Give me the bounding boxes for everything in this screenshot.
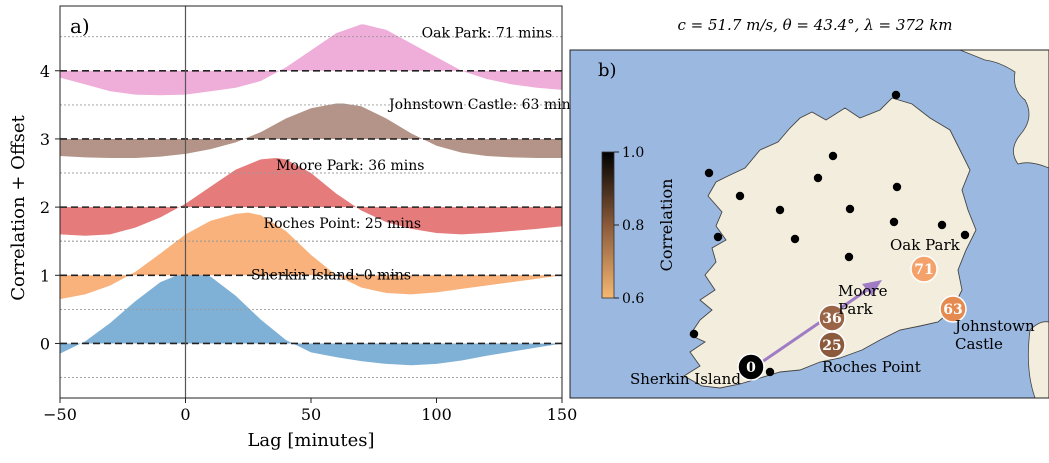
ireland-land	[683, 49, 1049, 399]
series-label-3: Johnstown Castle: 63 mins	[387, 97, 578, 113]
station-dot	[704, 168, 714, 178]
station-dot	[790, 234, 800, 244]
station-name-0: Sherkin Island	[630, 370, 741, 388]
y-tick-label: 1	[40, 266, 50, 285]
station-dot	[889, 217, 899, 227]
x-axis-label: Lag [minutes]	[247, 430, 374, 451]
station-name-2: Moore	[838, 282, 888, 300]
station-lag-0: 0	[746, 360, 756, 376]
colorbar-ticks: 1.0 0.8 0.6	[614, 145, 644, 307]
station-dot	[845, 204, 855, 214]
a-grid-layer	[60, 36, 562, 378]
y-tick-label: 3	[40, 130, 50, 149]
station-dot	[937, 220, 947, 230]
y-axis-ticks: 0 1 2 3 4	[40, 62, 60, 353]
colorbar-label: Correlation	[657, 179, 676, 272]
station-dot	[828, 151, 838, 161]
colorbar	[601, 151, 615, 299]
station-dot	[892, 182, 902, 192]
station-marker-2	[818, 304, 846, 332]
series-label-1: Roches Point: 25 mins	[264, 216, 422, 232]
station-dot	[775, 205, 785, 215]
station-dot	[735, 191, 745, 201]
area-series-0	[60, 271, 562, 366]
area-series-1	[60, 212, 562, 300]
station-dots	[689, 90, 970, 377]
station-dot	[891, 90, 901, 100]
x-tick-label: −50	[43, 405, 77, 424]
y-axis-label: Correlation + Offset	[8, 114, 29, 300]
colorbar-tick-label: 1.0	[622, 145, 644, 161]
station-name-4: Oak Park	[890, 236, 961, 254]
station-dot	[844, 252, 854, 262]
x-tick-label: 100	[421, 405, 452, 424]
series-label-2: Moore Park: 36 mins	[276, 158, 424, 174]
station-name-1: Roches Point	[822, 358, 921, 376]
station-lag-1: 25	[822, 338, 841, 354]
series-label-4: Oak Park: 71 mins	[422, 25, 552, 41]
station-dot	[813, 173, 823, 183]
panel-b-label: b)	[598, 60, 617, 81]
station-lag-4: 71	[914, 262, 933, 278]
station-dot	[960, 230, 970, 240]
panel-a-label: a)	[70, 14, 90, 38]
y-tick-label: 4	[40, 62, 50, 81]
x-tick-label: 50	[301, 405, 321, 424]
x-axis-ticks: −50 0 50 100 150	[43, 398, 577, 424]
station-name-2: Park	[838, 300, 874, 318]
parameters-text: c = 51.7 m/s, θ = 43.4°, λ = 372 km	[677, 16, 952, 34]
station-marker-0	[737, 353, 765, 381]
series-label-0: Sherkin Island: 0 mins	[251, 267, 411, 283]
station-marker-1	[818, 331, 846, 359]
a-series-labels: Sherkin Island: 0 mins Roches Point: 25 m…	[251, 25, 578, 283]
colorbar-tick-label: 0.6	[622, 291, 644, 307]
station-lag-2: 36	[822, 311, 841, 327]
area-series-2	[60, 158, 562, 236]
y-tick-label: 0	[40, 334, 50, 353]
a-area-layer	[60, 24, 562, 366]
panel-a: Sherkin Island: 0 mins Roches Point: 25 m…	[8, 5, 578, 451]
colorbar-tick-label: 0.8	[622, 218, 644, 234]
propagation-arrow	[755, 286, 871, 368]
station-marker-3	[939, 295, 967, 323]
propagation-arrowhead	[862, 280, 882, 296]
x-tick-label: 150	[547, 405, 578, 424]
highlighted-stations: 0 Sherkin Island 25 Roches Point 36 MoorePark…	[630, 236, 1035, 388]
panel-b-frame	[569, 49, 1049, 399]
station-marker-4	[910, 255, 938, 283]
station-dot	[713, 232, 723, 242]
station-name-3: Castle	[955, 335, 1003, 353]
station-dot	[765, 367, 775, 377]
station-name-3: Johnstown	[953, 317, 1035, 335]
station-dot	[689, 329, 699, 339]
y-tick-label: 2	[40, 198, 50, 217]
station-lag-3: 63	[943, 302, 962, 318]
x-tick-label: 0	[180, 405, 190, 424]
panel-b: c = 51.7 m/s, θ = 43.4°, λ = 372 km b) 0…	[569, 16, 1049, 399]
